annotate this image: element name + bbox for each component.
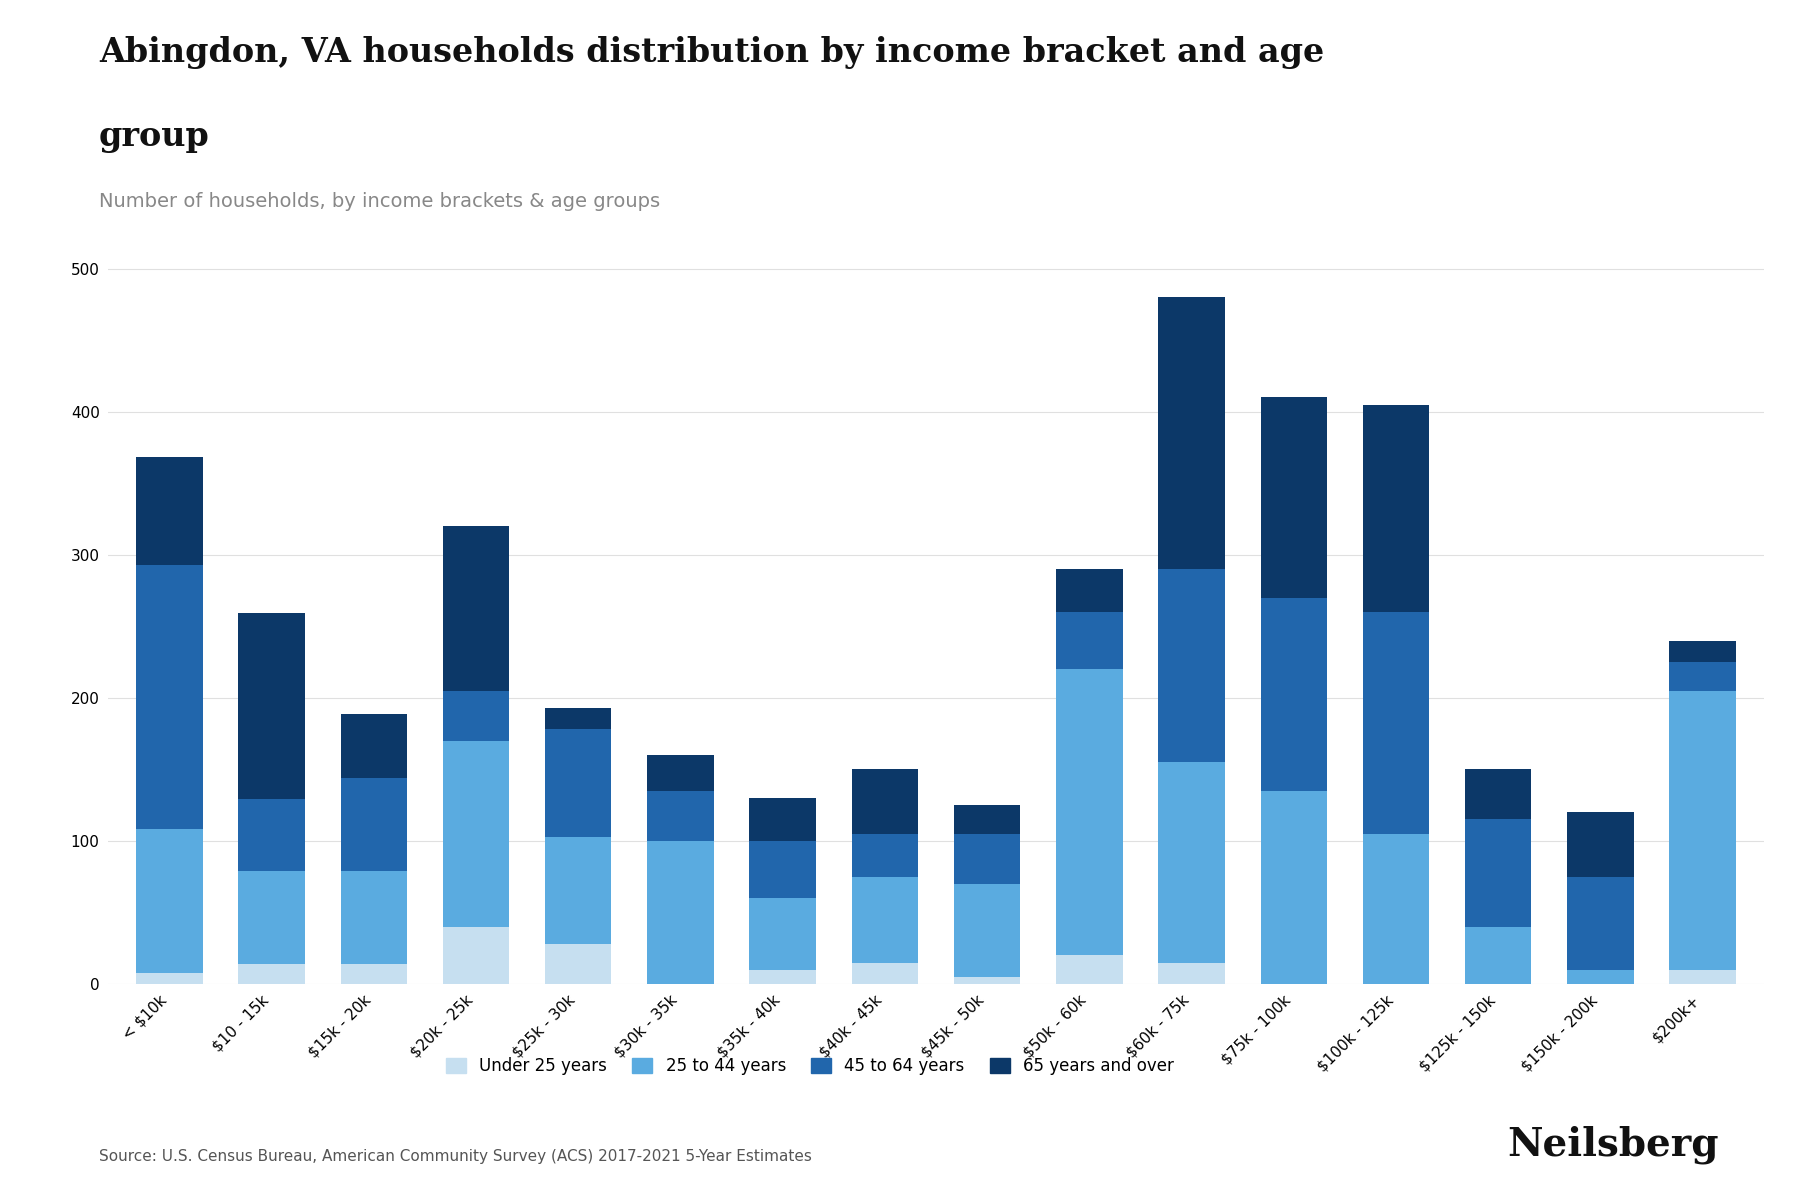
- Bar: [851, 962, 918, 984]
- Bar: [1260, 397, 1327, 598]
- Bar: [137, 457, 203, 565]
- Bar: [443, 926, 509, 984]
- Bar: [1159, 762, 1224, 962]
- Bar: [851, 877, 918, 962]
- Bar: [1669, 641, 1735, 662]
- Bar: [238, 799, 304, 871]
- Bar: [238, 964, 304, 984]
- Bar: [443, 691, 509, 740]
- Bar: [1159, 962, 1224, 984]
- Text: Number of households, by income brackets & age groups: Number of households, by income brackets…: [99, 192, 661, 211]
- Bar: [1057, 612, 1123, 670]
- Bar: [1568, 812, 1634, 877]
- Bar: [1363, 404, 1429, 612]
- Bar: [1260, 791, 1327, 984]
- Bar: [954, 805, 1021, 834]
- Bar: [1363, 612, 1429, 834]
- Bar: [340, 964, 407, 984]
- Bar: [749, 970, 815, 984]
- Bar: [1669, 691, 1735, 970]
- Bar: [1159, 569, 1224, 762]
- Bar: [340, 714, 407, 778]
- Bar: [851, 769, 918, 834]
- Bar: [1669, 662, 1735, 691]
- Bar: [1465, 926, 1532, 984]
- Bar: [954, 884, 1021, 977]
- Bar: [749, 798, 815, 841]
- Bar: [648, 841, 713, 984]
- Bar: [340, 778, 407, 871]
- Bar: [1363, 834, 1429, 984]
- Bar: [1568, 877, 1634, 970]
- Bar: [749, 898, 815, 970]
- Legend: Under 25 years, 25 to 44 years, 45 to 64 years, 65 years and over: Under 25 years, 25 to 44 years, 45 to 64…: [437, 1049, 1183, 1084]
- Bar: [1159, 298, 1224, 569]
- Bar: [1669, 970, 1735, 984]
- Text: group: group: [99, 120, 211, 152]
- Bar: [1465, 769, 1532, 820]
- Bar: [545, 708, 612, 730]
- Bar: [1057, 955, 1123, 984]
- Bar: [851, 834, 918, 877]
- Bar: [443, 526, 509, 691]
- Bar: [954, 834, 1021, 884]
- Bar: [340, 871, 407, 964]
- Bar: [1568, 970, 1634, 984]
- Bar: [648, 755, 713, 791]
- Bar: [137, 829, 203, 972]
- Text: Neilsberg: Neilsberg: [1508, 1126, 1719, 1164]
- Text: Abingdon, VA households distribution by income bracket and age: Abingdon, VA households distribution by …: [99, 36, 1325, 68]
- Bar: [238, 871, 304, 964]
- Bar: [545, 730, 612, 836]
- Bar: [954, 977, 1021, 984]
- Bar: [1057, 670, 1123, 955]
- Bar: [545, 944, 612, 984]
- Bar: [648, 791, 713, 841]
- Bar: [545, 836, 612, 944]
- Bar: [137, 565, 203, 829]
- Bar: [1057, 569, 1123, 612]
- Bar: [443, 740, 509, 926]
- Bar: [238, 613, 304, 799]
- Text: Source: U.S. Census Bureau, American Community Survey (ACS) 2017-2021 5-Year Est: Source: U.S. Census Bureau, American Com…: [99, 1150, 812, 1164]
- Bar: [1260, 598, 1327, 791]
- Bar: [137, 972, 203, 984]
- Bar: [1465, 820, 1532, 926]
- Bar: [749, 841, 815, 898]
